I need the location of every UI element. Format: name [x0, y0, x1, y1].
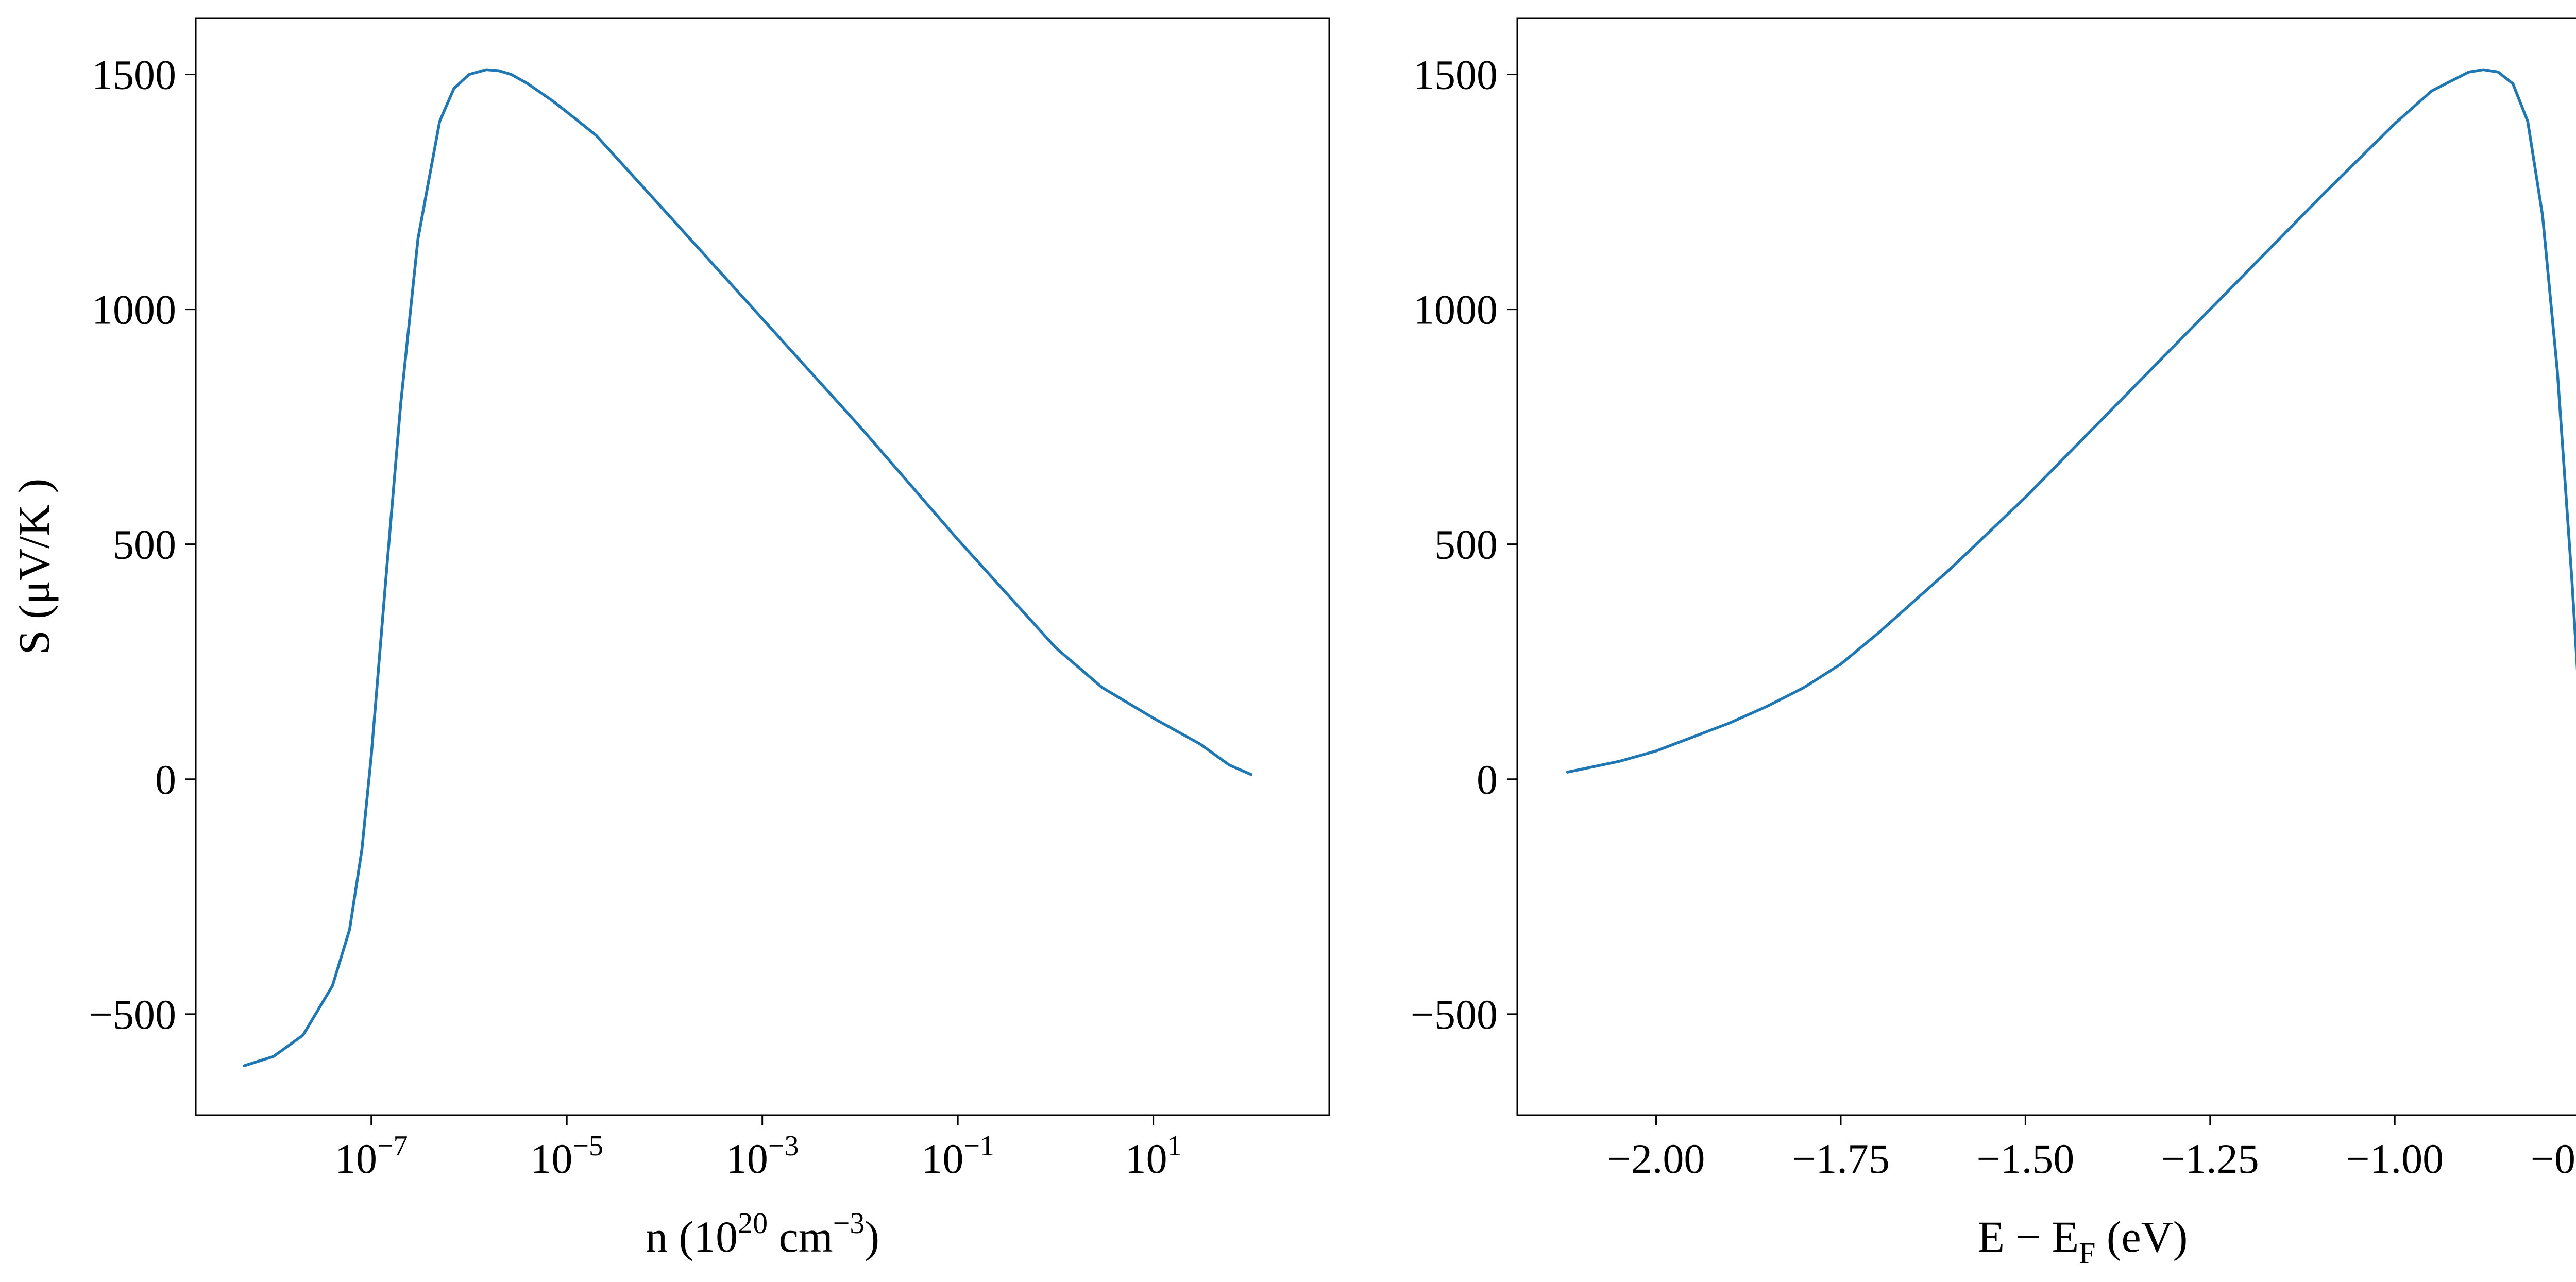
x-tick-label: −1.75	[1792, 1135, 1890, 1182]
left-chart-panel: −500 0 500 1000 1500 10−7 10−5 10−3 10−1 101 n (10…	[9, 17, 1330, 1261]
series-line	[243, 68, 1253, 1067]
x-axis-label: n (1020 cm−3)	[646, 1206, 879, 1261]
y-axis-label: S (μV/K )	[9, 478, 59, 655]
y-tick-label: −500	[89, 991, 176, 1038]
x-axis-label: E − EF (eV)	[1978, 1212, 2188, 1270]
x-tick-label: −0.75	[2531, 1135, 2576, 1182]
y-tick-label: 500	[1434, 521, 1498, 568]
y-tick-label: 0	[1477, 756, 1498, 803]
right-chart-panel: −500 0 500 1000 1500 −2.00 −1.75 −1.50 −1.25 −1.0…	[1411, 17, 2576, 1270]
y-tick-label: 500	[113, 521, 176, 568]
x-tick-label: −2.00	[1607, 1135, 1705, 1182]
x-tick-label: 10−3	[726, 1130, 799, 1182]
y-tick-label: 1500	[1413, 51, 1498, 98]
x-tick-label: −1.25	[2161, 1135, 2259, 1182]
y-tick-label: 1500	[92, 51, 176, 98]
x-tick-label: 10−5	[530, 1130, 603, 1182]
axes-frame	[1516, 17, 2576, 1116]
axes-frame	[195, 17, 1330, 1116]
x-tick-label: 10−1	[921, 1130, 994, 1182]
x-tick-label: 101	[1125, 1130, 1182, 1182]
series-line	[1566, 68, 2576, 774]
y-tick-label: 0	[155, 756, 176, 803]
y-tick-label: 1000	[92, 286, 176, 333]
y-tick-label: −500	[1411, 991, 1498, 1038]
x-tick-label: −1.50	[1977, 1135, 2075, 1182]
x-tick-label: 10−7	[335, 1130, 408, 1182]
y-tick-label: 1000	[1413, 286, 1498, 333]
x-tick-label: −1.00	[2346, 1135, 2444, 1182]
